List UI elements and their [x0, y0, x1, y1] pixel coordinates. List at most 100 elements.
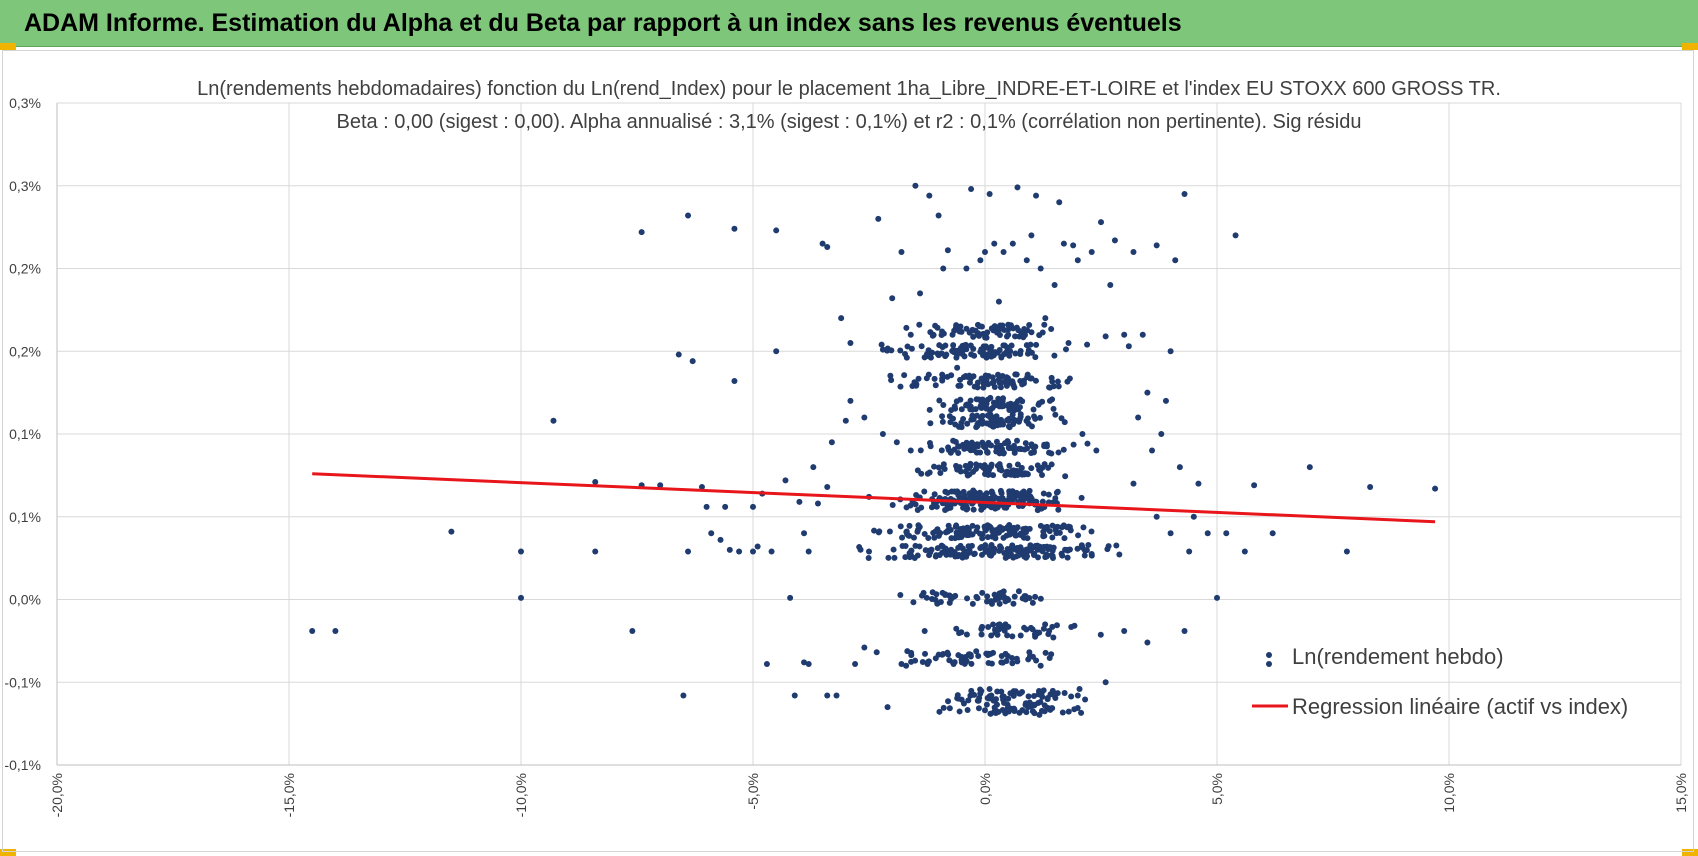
scatter-point — [890, 546, 897, 553]
scatter-point — [988, 692, 995, 699]
scatter-point — [1029, 626, 1036, 633]
scatter-point — [1015, 327, 1022, 334]
scatter-point — [1008, 471, 1015, 478]
scatter-point — [1144, 389, 1151, 396]
scatter-point — [914, 528, 921, 535]
scatter-point — [1016, 468, 1023, 475]
scatter-point — [698, 483, 705, 490]
scatter-point — [958, 659, 965, 666]
x-tick-label: -15,0% — [281, 773, 297, 817]
scatter-point — [952, 523, 959, 530]
scatter-point — [1005, 401, 1012, 408]
scatter-point — [965, 543, 972, 550]
scatter-point — [956, 708, 963, 715]
scatter-point — [922, 547, 929, 554]
scatter-point — [1088, 248, 1095, 255]
scatter-point — [926, 406, 933, 413]
scatter-point — [1036, 414, 1043, 421]
scatter-point — [1176, 464, 1183, 471]
scatter-point — [978, 626, 985, 633]
scatter-point — [1015, 588, 1022, 595]
scatter-point — [955, 382, 962, 389]
scatter-point — [1003, 658, 1010, 665]
scatter-point — [927, 354, 934, 361]
scatter-point — [1027, 653, 1034, 660]
scatter-point — [801, 659, 808, 666]
scatter-point — [906, 522, 913, 529]
scatter-point — [1001, 699, 1008, 706]
scatter-point — [919, 659, 926, 666]
scatter-point — [981, 707, 988, 714]
scatter-point — [1070, 242, 1077, 249]
scatter-point — [1190, 513, 1197, 520]
scatter-point — [974, 595, 981, 602]
scatter-point — [979, 418, 986, 425]
scatter-point — [942, 506, 949, 513]
scatter-point — [897, 383, 904, 390]
scatter-point — [1432, 485, 1439, 492]
scatter-point — [966, 490, 973, 497]
scatter-point — [970, 333, 977, 340]
scatter-point — [947, 551, 954, 558]
scatter-point — [1012, 333, 1019, 340]
scatter-point — [993, 696, 1000, 703]
scatter-point — [926, 192, 933, 199]
scatter-point — [1037, 662, 1044, 669]
corner-marker-top-left — [0, 43, 16, 50]
scatter-point — [1014, 658, 1021, 665]
scatter-point — [1055, 506, 1062, 513]
scatter-point — [1001, 595, 1008, 602]
scatter-point — [991, 704, 998, 711]
scatter-point — [931, 375, 938, 382]
scatter-point — [974, 441, 981, 448]
scatter-point — [1000, 623, 1007, 630]
scatter-point — [1223, 530, 1230, 537]
scatter-point — [951, 659, 958, 666]
scatter-point — [726, 546, 733, 553]
scatter-point — [968, 687, 975, 694]
scatter-point — [1005, 417, 1012, 424]
scatter-point — [1010, 705, 1017, 712]
scatter-point — [1025, 420, 1032, 427]
scatter-point — [1064, 554, 1071, 561]
scatter-point — [983, 376, 990, 383]
scatter-point — [939, 413, 946, 420]
scatter-point — [906, 550, 913, 557]
scatter-point — [1039, 498, 1046, 505]
scatter-point — [1012, 350, 1019, 357]
scatter-point — [750, 503, 756, 510]
scatter-point — [1022, 529, 1029, 536]
scatter-point — [939, 418, 946, 425]
scatter-point — [685, 212, 692, 219]
scatter-point — [1195, 480, 1202, 487]
scatter-point — [1008, 445, 1015, 452]
scatter-point — [1035, 700, 1042, 707]
scatter-point — [965, 528, 972, 535]
scatter-point — [1017, 632, 1024, 639]
y-tick-label: -0,1% — [4, 757, 41, 773]
scatter-point — [675, 351, 682, 358]
scatter-point — [916, 321, 923, 328]
scatter-point — [1009, 633, 1016, 640]
scatter-point — [988, 488, 995, 495]
scatter-point — [991, 422, 998, 429]
scatter-point — [907, 331, 914, 338]
scatter-point — [897, 523, 904, 530]
scatter-point — [925, 534, 932, 541]
scatter-point — [918, 504, 925, 511]
scatter-point — [926, 440, 933, 447]
scatter-point — [993, 444, 1000, 451]
scatter-point — [791, 692, 798, 699]
scatter-point — [1006, 462, 1013, 469]
scatter-point — [936, 708, 943, 715]
scatter-point — [913, 492, 920, 499]
scatter-point — [689, 358, 696, 365]
scatter-point — [1046, 654, 1053, 661]
scatter-point — [977, 449, 984, 456]
scatter-point — [937, 470, 944, 477]
scatter-point — [990, 621, 997, 628]
scatter-point — [975, 652, 982, 659]
scatter-point — [995, 621, 1002, 628]
scatter-point — [950, 437, 957, 444]
corner-marker-bottom-right — [1682, 849, 1698, 856]
